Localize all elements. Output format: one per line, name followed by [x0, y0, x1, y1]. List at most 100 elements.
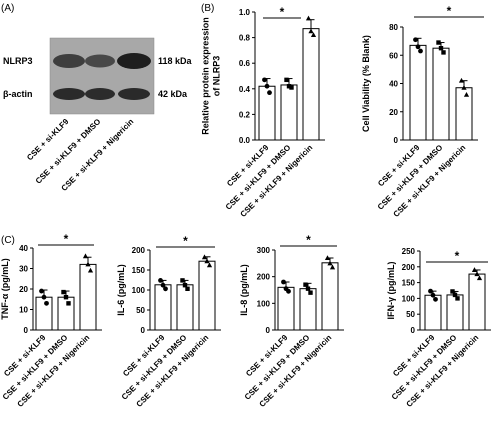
- bar: [468, 273, 486, 331]
- bar: [57, 296, 75, 331]
- y-axis-title: IL-8 (pg/mL): [239, 264, 249, 316]
- data-point: [180, 278, 185, 283]
- data-point: [39, 288, 44, 294]
- data-point: [308, 28, 314, 34]
- data-point: [185, 286, 190, 291]
- y-tick-label: 150: [402, 279, 416, 288]
- data-point: [305, 15, 312, 21]
- y-tick-label: 0.6: [239, 59, 251, 68]
- y-tick-label: 200: [132, 246, 146, 255]
- y-tick-label: 80: [389, 23, 398, 32]
- blot-band: [85, 88, 115, 100]
- data-point: [87, 267, 94, 273]
- data-point: [428, 288, 433, 294]
- data-point: [461, 84, 467, 90]
- y-tick-label: 100: [257, 299, 271, 308]
- data-point: [433, 296, 438, 302]
- y-axis-title: IFN-γ (pg/mL): [386, 262, 396, 320]
- data-point: [418, 48, 423, 54]
- y-axis-title: IL-6 (pg/mL): [116, 264, 126, 316]
- data-point: [476, 275, 483, 281]
- panel-label-a: (A): [1, 3, 14, 14]
- bar: [302, 28, 320, 141]
- y-tick-label: 50: [136, 306, 145, 315]
- y-tick-label: 100: [132, 286, 146, 295]
- data-point: [436, 40, 441, 45]
- significance-star: *: [64, 232, 69, 246]
- y-tick-label: 0: [411, 326, 416, 335]
- blot-size-label: 42 kDa: [158, 89, 188, 99]
- data-point: [458, 77, 465, 83]
- blot-lane-label: CSE + si-KLF9 + DMSO: [34, 117, 103, 186]
- data-point: [63, 295, 69, 300]
- panel-label-b: (B): [201, 3, 214, 14]
- blot-band: [117, 53, 151, 69]
- bar: [198, 260, 216, 331]
- data-point: [289, 85, 294, 90]
- significance-star: *: [455, 249, 460, 263]
- y-tick-label: 200: [402, 263, 416, 272]
- data-point: [471, 267, 478, 272]
- significance-star: *: [447, 4, 452, 18]
- blot-lane-label: CSE + si-KLF9 + Nigericin: [60, 117, 136, 193]
- y-tick-label: 150: [132, 266, 146, 275]
- data-point: [262, 77, 267, 83]
- bar: [455, 87, 473, 141]
- y-axis-title: Relative protein expression: [201, 17, 211, 135]
- data-point: [329, 264, 336, 270]
- bar: [176, 284, 194, 331]
- data-point: [264, 83, 270, 89]
- y-tick-label: 0.0: [239, 136, 251, 145]
- y-axis-title: Cell Viability (% Blank): [361, 35, 371, 132]
- data-point: [303, 282, 308, 287]
- blot-membrane: [49, 37, 155, 115]
- data-point: [463, 92, 470, 97]
- bar: [432, 47, 450, 141]
- y-tick-label: 0.8: [239, 34, 251, 43]
- data-point: [441, 50, 446, 55]
- data-point: [284, 77, 289, 83]
- blot-band: [53, 54, 85, 68]
- bar: [409, 44, 427, 141]
- y-tick-label: 20: [19, 285, 28, 294]
- data-point: [455, 296, 460, 301]
- data-point: [283, 286, 289, 292]
- y-tick-label: 10: [19, 306, 28, 315]
- data-point: [182, 283, 188, 288]
- data-point: [85, 261, 91, 267]
- data-point: [415, 44, 421, 50]
- bar: [258, 85, 276, 141]
- data-point: [430, 292, 436, 298]
- y-tick-label: 1.0: [239, 8, 251, 17]
- bar: [321, 262, 339, 331]
- y-tick-label: 30: [19, 265, 28, 274]
- blot-protein-label: NLRP3: [3, 56, 33, 66]
- significance-star: *: [183, 234, 188, 248]
- data-point: [281, 279, 286, 285]
- data-point: [327, 260, 333, 266]
- y-axis-title: of NLRP3: [212, 56, 222, 97]
- panel-label-c: (C): [1, 235, 15, 246]
- data-point: [82, 253, 89, 259]
- bar: [446, 294, 464, 331]
- data-point: [305, 286, 311, 291]
- y-tick-label: 250: [402, 247, 416, 256]
- data-point: [324, 255, 331, 260]
- bar: [79, 263, 97, 331]
- y-tick-label: 0: [394, 136, 399, 145]
- data-point: [41, 294, 47, 300]
- y-tick-label: 40: [389, 80, 398, 89]
- y-tick-label: 0: [24, 326, 29, 335]
- y-tick-label: 20: [389, 108, 398, 117]
- data-point: [44, 300, 49, 306]
- bar: [424, 294, 442, 331]
- chart: 0.0 0.2 0.4 0.6 0.8 1.0 Relative protein expre…: [201, 5, 325, 219]
- blot-band: [85, 54, 115, 68]
- bar: [277, 286, 295, 331]
- y-tick-label: 0: [141, 326, 146, 335]
- y-tick-label: 100: [402, 294, 416, 303]
